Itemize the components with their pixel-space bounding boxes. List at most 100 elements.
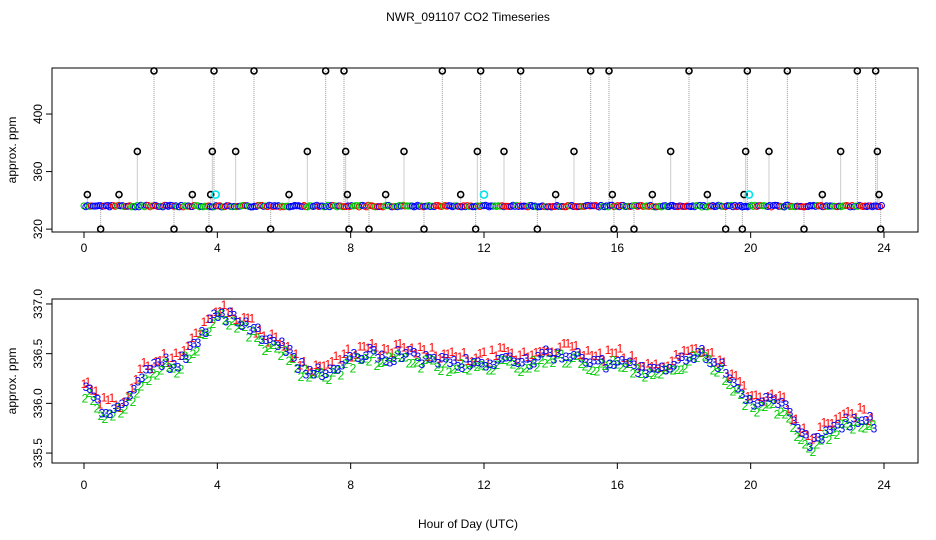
series-2-point: 2 xyxy=(742,399,749,413)
series-3-point: 3 xyxy=(323,367,330,381)
series-1-point: 1 xyxy=(757,390,764,404)
highlight-point xyxy=(744,190,754,199)
series-1-point: 1 xyxy=(657,361,664,375)
spike-point xyxy=(343,190,352,199)
series-1-point: 1 xyxy=(761,395,768,409)
series-3-point: 3 xyxy=(395,344,402,358)
series-2-point: 2 xyxy=(154,368,161,382)
series-1-point: 1 xyxy=(381,342,388,356)
series-3-point: 3 xyxy=(671,359,678,373)
series-1-point: 1 xyxy=(789,413,796,427)
series-1-point: 1 xyxy=(465,354,472,368)
series-1-point: 1 xyxy=(349,350,356,364)
series-1-point: 1 xyxy=(321,359,328,373)
series-1-point: 1 xyxy=(437,351,444,365)
series-3-point: 3 xyxy=(475,355,482,369)
spike-point xyxy=(666,147,675,156)
x-tick-label: 16 xyxy=(611,478,625,492)
series-2-point: 2 xyxy=(174,366,181,380)
series-1-point: 1 xyxy=(725,369,732,383)
series-3-point: 3 xyxy=(471,355,478,369)
series-2-point: 2 xyxy=(338,369,345,383)
spike-point xyxy=(743,67,752,75)
series-2-point: 2 xyxy=(638,367,645,381)
series-2-point: 2 xyxy=(382,355,389,369)
series-3-point: 3 xyxy=(223,315,230,329)
series-3-point: 3 xyxy=(787,406,794,420)
series-2-point: 2 xyxy=(98,409,105,423)
y-tick-label: 320 xyxy=(31,219,45,239)
series-3-point: 3 xyxy=(807,440,814,454)
series-1-point: 1 xyxy=(853,410,860,424)
series-3-point: 3 xyxy=(503,350,510,364)
series-3-point: 3 xyxy=(231,308,238,322)
spike-point xyxy=(648,190,657,199)
series-2-point: 2 xyxy=(418,362,425,376)
series-2-point: 2 xyxy=(394,348,401,362)
series-3-point: 3 xyxy=(111,402,118,416)
series-3-point: 3 xyxy=(311,367,318,381)
series-1-point: 1 xyxy=(597,346,604,360)
spike-point xyxy=(345,225,353,233)
series-2-point: 2 xyxy=(670,364,677,378)
series-1-point: 1 xyxy=(545,344,552,358)
series-3-point: 3 xyxy=(379,348,386,362)
series-1-point: 1 xyxy=(141,355,148,369)
series-1-point: 1 xyxy=(429,341,436,355)
series-3-point: 3 xyxy=(343,353,350,367)
series-1-point: 1 xyxy=(653,357,660,371)
series-3-point: 3 xyxy=(167,362,174,376)
series-3-point: 3 xyxy=(175,360,182,374)
series-1-point: 1 xyxy=(113,398,120,412)
series-2-point: 2 xyxy=(342,357,349,371)
series-1-point: 1 xyxy=(677,350,684,364)
series-2-point: 2 xyxy=(678,363,685,377)
series-3-point: 3 xyxy=(663,363,670,377)
baseline-point xyxy=(362,203,370,211)
series-2-point: 2 xyxy=(334,363,341,377)
series-1-point: 1 xyxy=(117,401,124,415)
series-3-point: 3 xyxy=(811,431,818,445)
series-3-point: 3 xyxy=(287,342,294,356)
spike-point xyxy=(321,67,330,75)
series-1-point: 1 xyxy=(365,341,372,355)
series-1-point: 1 xyxy=(285,339,292,353)
series-2-point: 2 xyxy=(214,309,221,323)
series-3-point: 3 xyxy=(643,367,650,381)
spike-point xyxy=(471,225,480,233)
series-2-point: 2 xyxy=(258,335,265,349)
series-2-point: 2 xyxy=(398,351,405,365)
series-3-point: 3 xyxy=(415,350,422,364)
series-3-point: 3 xyxy=(235,315,242,329)
series-1-point: 1 xyxy=(417,340,424,354)
series-3-point: 3 xyxy=(859,414,866,428)
spike-point xyxy=(250,67,258,75)
series-1-point: 1 xyxy=(121,395,128,409)
series-1-point: 1 xyxy=(845,404,852,418)
series-1-point: 1 xyxy=(389,346,396,360)
series-3-point: 3 xyxy=(683,353,690,367)
series-3-point: 3 xyxy=(603,361,610,375)
x-tick-label: 12 xyxy=(477,241,491,255)
series-3-point: 3 xyxy=(827,423,834,437)
series-3-point: 3 xyxy=(383,354,390,368)
series-2-point: 2 xyxy=(170,362,177,376)
spike-point xyxy=(438,67,447,75)
series-3-point: 3 xyxy=(803,428,810,442)
series-1-point: 1 xyxy=(401,341,408,355)
series-3-point: 3 xyxy=(647,361,654,375)
spike-point xyxy=(170,225,178,233)
series-3-point: 3 xyxy=(107,407,114,421)
series-3-point: 3 xyxy=(351,346,358,360)
series-3-point: 3 xyxy=(775,397,782,411)
series-1-point: 1 xyxy=(161,346,168,360)
series-2-point: 2 xyxy=(294,362,301,376)
series-2-point: 2 xyxy=(474,360,481,374)
series-3-point: 3 xyxy=(247,323,254,337)
series-2-point: 2 xyxy=(346,353,353,367)
series-1-point: 1 xyxy=(829,417,836,431)
series-2-point: 2 xyxy=(506,355,513,369)
baseline-point xyxy=(878,201,885,209)
series-3-point: 3 xyxy=(95,393,102,407)
series-1-point: 1 xyxy=(693,342,700,356)
